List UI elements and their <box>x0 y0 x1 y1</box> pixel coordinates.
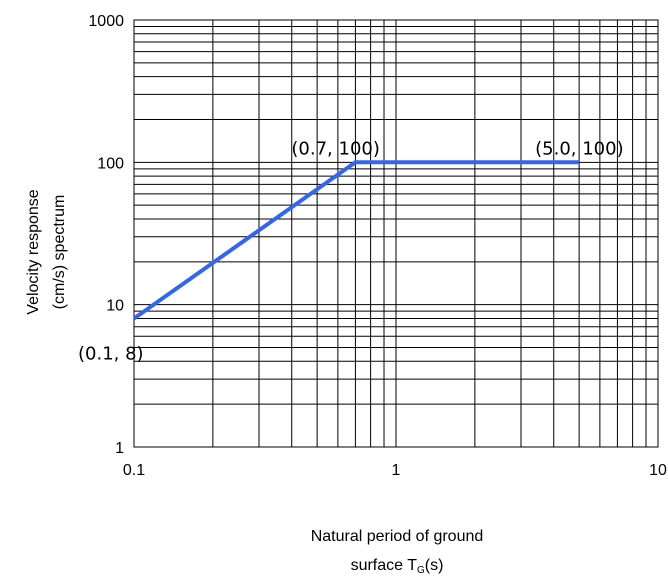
x-axis-title-subscript: G <box>417 565 425 576</box>
x-tick-label: 1 <box>392 462 401 479</box>
point-annotation: (5.0, 100) <box>535 138 623 159</box>
x-axis-title-prefix: surface T <box>351 557 418 574</box>
x-axis-title-suffix: (s) <box>425 557 444 574</box>
x-axis-title-line1: Natural period of ground <box>311 528 484 545</box>
point-annotation: (0.1, 8) <box>78 343 144 364</box>
y-tick-label: 1 <box>115 440 124 457</box>
annotations: (0.1, 8) (0.7, 100) (5.0, 100) <box>78 138 624 364</box>
series-layer <box>132 160 580 321</box>
x-tick-label: 0.1 <box>123 462 145 479</box>
grid <box>133 20 658 448</box>
response-spectrum-line <box>132 160 580 321</box>
y-tick-label: 100 <box>97 155 124 172</box>
y-axis-title-line1: Velocity response <box>25 189 42 315</box>
x-tick-label: 10 <box>649 462 667 479</box>
y-tick-label: 10 <box>106 298 124 315</box>
y-axis-title-line2: (cm/s) spectrum <box>51 195 68 310</box>
y-tick-label: 1000 <box>88 13 124 30</box>
y-tick-labels: 1 10 100 1000 <box>88 13 124 457</box>
plot-frame <box>133 19 659 448</box>
x-tick-labels: 0.1 1 10 <box>123 462 667 479</box>
x-axis-title-line2: surface TG(s) <box>351 557 444 576</box>
point-annotation: (0.7, 100) <box>291 138 379 159</box>
